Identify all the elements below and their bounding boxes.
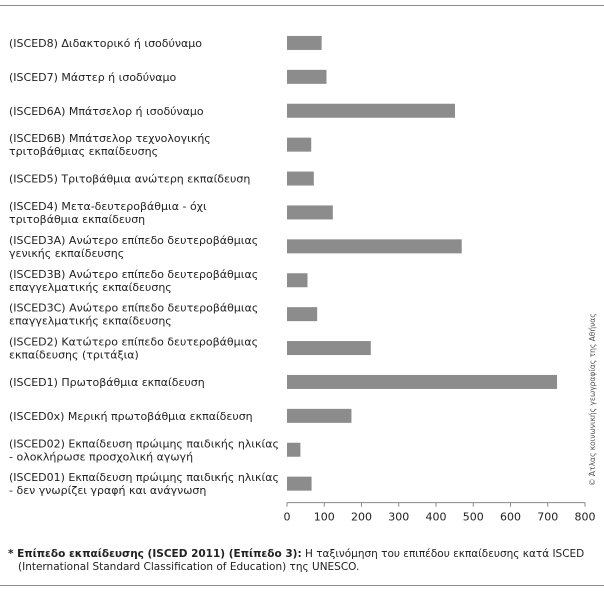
x-tick-label: 200: [351, 511, 372, 524]
bottom-rule: [0, 585, 604, 586]
bar: [287, 103, 455, 118]
bar: [287, 137, 312, 152]
bar: [287, 239, 462, 254]
copyright-credit: © Άτλας κοινωνικής γεωγραφίας της Αθήνας: [588, 313, 597, 486]
category-label: (ISCED5) Τριτοβάθμια ανώτερη εκπαίδευση: [9, 173, 250, 186]
category-label: (ISCED3C) Ανώτερο επίπεδο δευτεροβάθμιας…: [9, 302, 258, 328]
category-label: (ISCED6A) Μπάτσελορ ή ισοδύναμο: [9, 105, 204, 118]
x-tick-label: 400: [426, 511, 447, 524]
footnote-title: * Επίπεδο εκπαίδευσης (ISCED 2011) (Επίπ…: [8, 548, 302, 560]
bar: [287, 341, 371, 356]
category-label: (ISCED1) Πρωτοβάθμια εκπαίδευση: [9, 376, 205, 389]
bar: [287, 273, 308, 288]
bar: [287, 442, 301, 457]
category-label: (ISCED01) Εκπαίδευση πρώιμης παιδικής ηλ…: [9, 471, 279, 497]
x-tick-label: 300: [388, 511, 409, 524]
footnote: * Επίπεδο εκπαίδευσης (ISCED 2011) (Επίπ…: [8, 548, 598, 574]
category-label: (ISCED3B) Ανώτερο επίπεδο δευτεροβάθμιας…: [9, 268, 258, 294]
bar: [287, 307, 318, 322]
category-label: (ISCED7) Μάστερ ή ισοδύναμο: [9, 71, 177, 84]
category-label: (ISCED2) Κατώτερο επίπεδο δευτεροβάθμιας…: [9, 336, 258, 362]
bar: [287, 69, 327, 84]
category-label: (ISCED02) Εκπαίδευση πρώιμης παιδικής ηλ…: [9, 437, 279, 463]
bar: [287, 171, 314, 186]
bar: [287, 408, 352, 423]
category-label: (ISCED0x) Μερική πρωτοβάθμια εκπαίδευση: [9, 410, 253, 423]
bar: [287, 374, 558, 389]
footnote-text-continued: (International Standard Classification o…: [18, 561, 360, 573]
bar: [287, 205, 333, 220]
category-label: (ISCED3A) Ανώτερο επίπεδο δευτεροβάθμιας…: [9, 234, 258, 260]
bar: [287, 476, 312, 491]
x-tick-label: 600: [500, 511, 521, 524]
x-tick-label: 100: [314, 511, 335, 524]
bar: [287, 35, 322, 50]
category-label: (ISCED4) Μετα-δευτεροβάθμια - όχι τριτοβά…: [9, 200, 207, 226]
footnote-text: Η ταξινόμηση του επιπέδου εκπαίδευσης κα…: [301, 548, 585, 560]
x-tick-label: 500: [463, 511, 484, 524]
x-tick-label: 700: [537, 511, 558, 524]
x-tick-label: 800: [575, 511, 596, 524]
top-rule: [0, 5, 604, 6]
category-label: (ISCED8) Διδακτορικό ή ισοδύναμο: [9, 37, 202, 50]
education-bar-chart: (ISCED8) Διδακτορικό ή ισοδύναμο (ISCED7)…: [9, 35, 596, 524]
x-tick-label: 0: [284, 511, 291, 524]
category-label: (ISCED6B) Μπάτσελορ τεχνολογικής τριτοβάθ…: [9, 132, 211, 158]
